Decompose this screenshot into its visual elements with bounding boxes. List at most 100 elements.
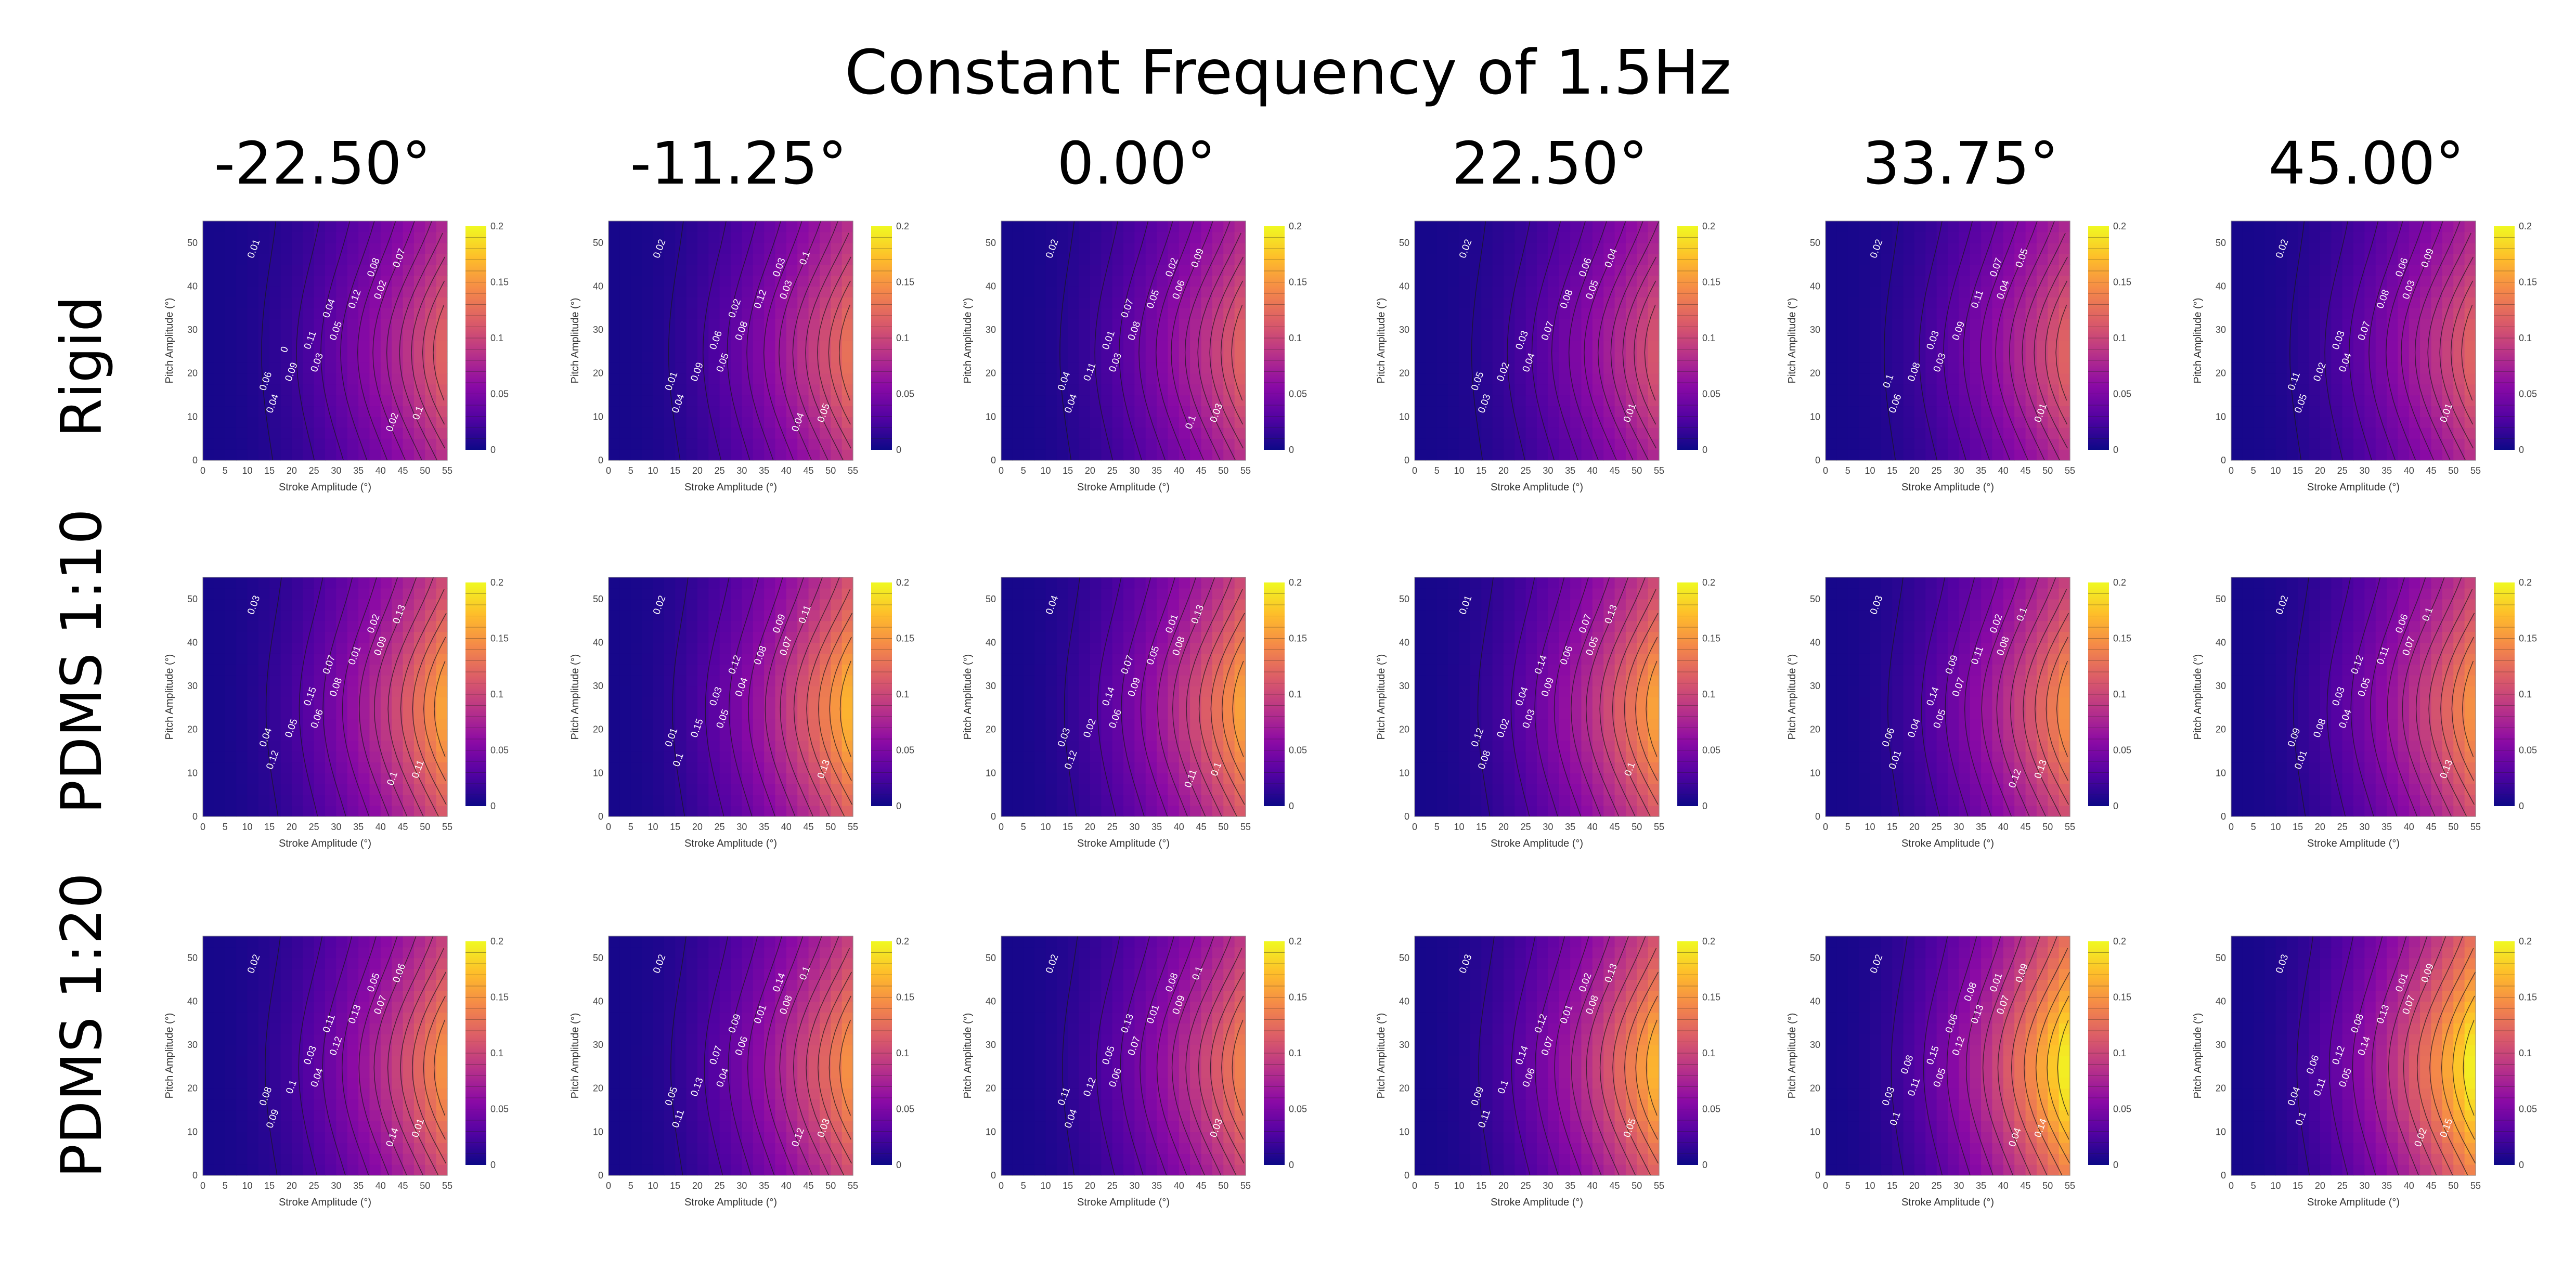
heatmap-cell bbox=[1637, 286, 1649, 297]
heatmap-cell bbox=[203, 729, 214, 741]
heatmap-cell bbox=[831, 620, 843, 632]
heatmap-cell bbox=[619, 620, 631, 632]
y-tick-label: 10 bbox=[593, 411, 603, 422]
heatmap-cell bbox=[2264, 362, 2276, 374]
heatmap-cell bbox=[1892, 351, 1904, 363]
heatmap-cell bbox=[2320, 438, 2332, 450]
heatmap-cell bbox=[1068, 427, 1080, 439]
heatmap-cell bbox=[686, 308, 698, 319]
heatmap-cell bbox=[269, 362, 281, 374]
heatmap-cell bbox=[258, 341, 270, 352]
heatmap-cell bbox=[1012, 286, 1024, 297]
heatmap-cell bbox=[609, 620, 620, 632]
heatmap-cell bbox=[630, 286, 642, 297]
heatmap-cell bbox=[1415, 275, 1426, 287]
heatmap-cell bbox=[2420, 341, 2432, 352]
heatmap-cell bbox=[664, 631, 676, 643]
heatmap-cell bbox=[609, 330, 620, 341]
heatmap-cell bbox=[819, 308, 831, 319]
heatmap-cell bbox=[225, 675, 237, 686]
y-tick-label: 20 bbox=[187, 368, 198, 379]
heatmap-cell bbox=[753, 795, 765, 806]
heatmap-cell bbox=[1134, 697, 1146, 708]
heatmap-cell bbox=[2264, 231, 2276, 243]
heatmap-cell bbox=[1056, 449, 1068, 461]
heatmap-cell bbox=[808, 297, 820, 308]
heatmap-cell bbox=[753, 362, 765, 374]
x-tick-label: 0 bbox=[1412, 465, 1417, 476]
heatmap-cell bbox=[236, 275, 248, 287]
heatmap-cell bbox=[764, 406, 776, 417]
heatmap-cell bbox=[358, 588, 370, 600]
heatmap-cell bbox=[1525, 341, 1537, 352]
colorbar-tick-label: 0 bbox=[490, 801, 496, 811]
heatmap-cell bbox=[303, 297, 315, 308]
heatmap-cell bbox=[413, 362, 425, 374]
heatmap-cell bbox=[675, 373, 687, 385]
heatmap-cell bbox=[2342, 264, 2354, 276]
heatmap-cell bbox=[1514, 427, 1526, 439]
heatmap-cell bbox=[1436, 231, 1448, 243]
heatmap-cell bbox=[2331, 221, 2343, 232]
heatmap-cell bbox=[842, 395, 853, 407]
heatmap-cell bbox=[2398, 351, 2410, 363]
heatmap-cell bbox=[831, 417, 843, 428]
heatmap-cell bbox=[1112, 253, 1124, 265]
heatmap-cell bbox=[642, 395, 654, 407]
heatmap-cell bbox=[1223, 610, 1235, 621]
heatmap-cell bbox=[719, 427, 731, 439]
heatmap-cell bbox=[258, 784, 270, 795]
heatmap-cell bbox=[1847, 341, 1859, 352]
heatmap-cell bbox=[1537, 341, 1548, 352]
colorbar-tick-label: 0.2 bbox=[1289, 221, 1302, 231]
heatmap-cell bbox=[1190, 341, 1202, 352]
x-tick-label: 55 bbox=[1654, 465, 1664, 476]
heatmap-cell bbox=[2275, 286, 2287, 297]
x-tick-label: 0 bbox=[200, 465, 205, 476]
heatmap-cell bbox=[719, 264, 731, 276]
heatmap-cell bbox=[380, 286, 392, 297]
heatmap-cell bbox=[675, 330, 687, 341]
heatmap-cell bbox=[1045, 319, 1057, 330]
heatmap-cell bbox=[731, 406, 742, 417]
heatmap-cell bbox=[358, 362, 370, 374]
heatmap-cell bbox=[1559, 395, 1571, 407]
heatmap-cell bbox=[1068, 806, 1080, 817]
heatmap-cell bbox=[258, 642, 270, 654]
heatmap-cell bbox=[2059, 351, 2070, 363]
heatmap-cell bbox=[1023, 653, 1035, 665]
heatmap-cell bbox=[2014, 351, 2026, 363]
heatmap-cell bbox=[1112, 675, 1124, 686]
heatmap-cell bbox=[436, 610, 448, 621]
heatmap-cell bbox=[1525, 242, 1537, 254]
heatmap-cell bbox=[1234, 773, 1246, 784]
heatmap-cell bbox=[347, 664, 359, 676]
heatmap-cell bbox=[280, 686, 292, 697]
heatmap-cell bbox=[1112, 395, 1124, 407]
heatmap-cell bbox=[2442, 384, 2454, 396]
heatmap-cell bbox=[269, 664, 281, 676]
heatmap-cell bbox=[653, 449, 665, 461]
heatmap-cell bbox=[236, 351, 248, 363]
heatmap-cell bbox=[2309, 308, 2321, 319]
heatmap-cell bbox=[1415, 406, 1426, 417]
heatmap-cell bbox=[1436, 449, 1448, 461]
heatmap-cell bbox=[2253, 449, 2265, 461]
heatmap-cell bbox=[236, 242, 248, 254]
heatmap-cell bbox=[1492, 351, 1504, 363]
heatmap-cell bbox=[1034, 751, 1046, 763]
heatmap-cell bbox=[797, 330, 809, 341]
heatmap-cell bbox=[642, 751, 654, 763]
heatmap-cell bbox=[1448, 308, 1460, 319]
heatmap-cell bbox=[1168, 406, 1180, 417]
heatmap-cell bbox=[2309, 286, 2321, 297]
heatmap-cell bbox=[325, 275, 336, 287]
heatmap-cell bbox=[2331, 253, 2343, 265]
heatmap-cell bbox=[1090, 351, 1102, 363]
heatmap-cell bbox=[2253, 231, 2265, 243]
heatmap-cell bbox=[675, 610, 687, 621]
heatmap-cell bbox=[269, 707, 281, 719]
heatmap-cell bbox=[1001, 406, 1013, 417]
heatmap-cell bbox=[708, 395, 720, 407]
heatmap-cell bbox=[675, 697, 687, 708]
